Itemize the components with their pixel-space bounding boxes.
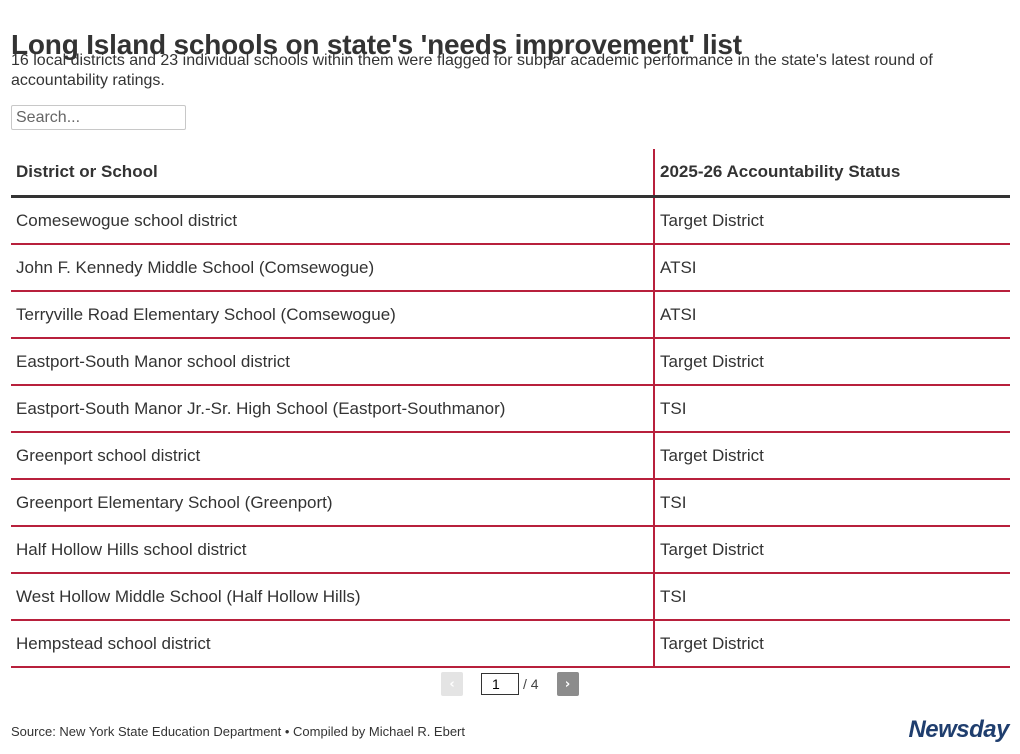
pagination: ‹ / 4 › — [441, 672, 579, 696]
status-cell: TSI — [654, 385, 1010, 433]
table-header-row: District or School 2025-26 Accountabilit… — [11, 149, 1010, 198]
district-or-school-cell: Eastport-South Manor Jr.-Sr. High School… — [11, 385, 655, 433]
district-or-school-cell: Greenport school district — [11, 432, 655, 480]
table-row: Greenport school district Target District — [11, 432, 1010, 480]
table-row: Eastport-South Manor Jr.-Sr. High School… — [11, 385, 1010, 433]
status-cell: ATSI — [654, 291, 1010, 339]
status-cell: ATSI — [654, 244, 1010, 292]
table-row: Hempstead school district Target District — [11, 620, 1010, 668]
district-or-school-cell: Half Hollow Hills school district — [11, 526, 655, 574]
table-row: West Hollow Middle School (Half Hollow H… — [11, 573, 1010, 621]
chevron-right-icon: › — [564, 676, 571, 692]
status-cell: Target District — [654, 526, 1010, 574]
district-or-school-cell: John F. Kennedy Middle School (Comsewogu… — [11, 244, 655, 292]
table-row: Terryville Road Elementary School (Comse… — [11, 291, 1010, 339]
table-row: Half Hollow Hills school district Target … — [11, 526, 1010, 574]
table-row: John F. Kennedy Middle School (Comsewogu… — [11, 244, 1010, 292]
page-subtitle: 16 local districts and 23 individual sch… — [11, 52, 933, 89]
district-or-school-cell: Comesewogue school district — [11, 196, 655, 245]
district-or-school-cell: Eastport-South Manor school district — [11, 338, 655, 386]
page-title: Long Island schools on state's 'needs im… — [11, 28, 742, 60]
status-cell: Target District — [654, 620, 1010, 668]
status-cell: Target District — [654, 432, 1010, 480]
district-or-school-cell: Greenport Elementary School (Greenport) — [11, 479, 655, 527]
newsday-logo: Newsday — [908, 716, 1009, 743]
column-header-district[interactable]: District or School — [11, 149, 655, 198]
table-row: Comesewogue school district Target Distri… — [11, 196, 1010, 245]
chevron-left-icon: ‹ — [449, 676, 455, 692]
status-cell: Target District — [654, 338, 1010, 386]
next-page-button[interactable]: › — [556, 672, 579, 696]
status-cell: Target District — [654, 196, 1010, 245]
status-cell: TSI — [654, 479, 1010, 527]
page-number-input[interactable] — [481, 673, 519, 695]
district-or-school-cell: Terryville Road Elementary School (Comse… — [11, 291, 655, 339]
column-header-status[interactable]: 2025-26 Accountability Status — [654, 149, 1010, 198]
district-or-school-cell: West Hollow Middle School (Half Hollow H… — [11, 573, 655, 621]
table-row: Eastport-South Manor school district Targ… — [11, 338, 1010, 386]
district-or-school-cell: Hempstead school district — [11, 620, 655, 668]
source-note: Source: New York State Education Departm… — [11, 724, 465, 739]
status-cell: TSI — [654, 573, 1010, 621]
accountability-table: District or School 2025-26 Accountabilit… — [11, 149, 1010, 668]
table-body: Comesewogue school district Target Distri… — [11, 196, 1010, 668]
page-total: / 4 — [523, 676, 539, 692]
table-row: Greenport Elementary School (Greenport) T… — [11, 479, 1010, 527]
previous-page-button[interactable]: ‹ — [441, 672, 463, 696]
search-input[interactable] — [11, 105, 186, 130]
